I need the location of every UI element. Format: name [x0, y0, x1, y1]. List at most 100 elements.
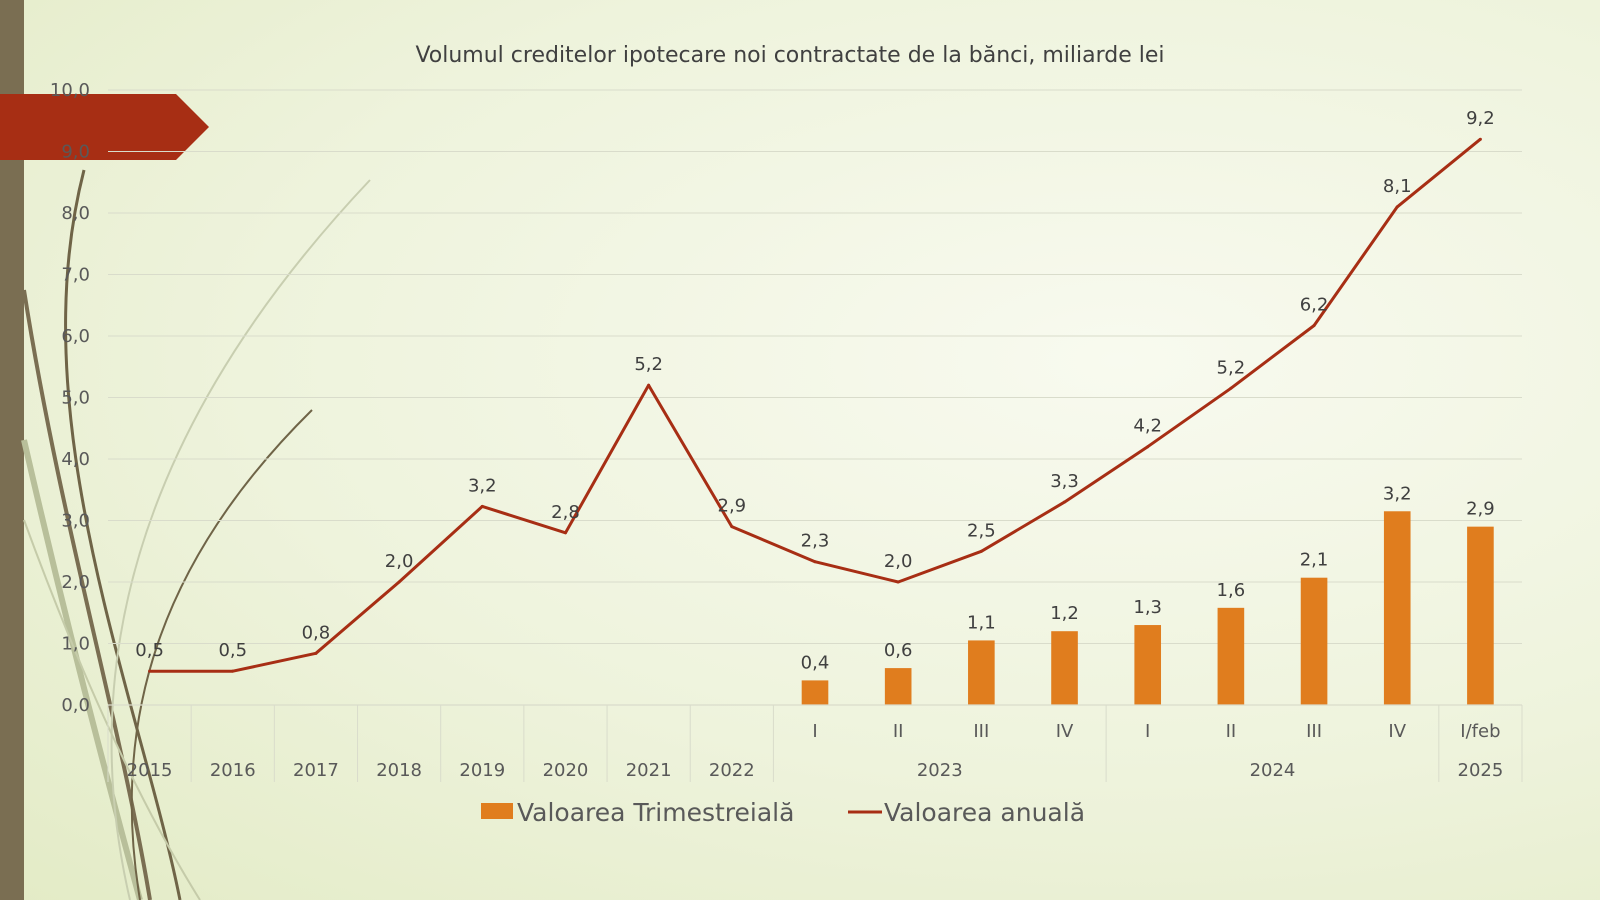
y-tick-label: 9,0	[61, 142, 90, 163]
x-sub-label: III	[1306, 721, 1322, 742]
legend-label-line: Valoarea anuală	[884, 798, 1085, 827]
line-point	[231, 669, 235, 673]
x-year-label: 2018	[376, 760, 422, 781]
y-tick-label: 8,0	[61, 203, 90, 224]
line-data-label: 0,5	[218, 640, 247, 661]
y-tick-label: 10,0	[50, 80, 90, 101]
line-point	[397, 580, 401, 584]
line-point	[148, 669, 152, 673]
x-sub-label: I	[812, 721, 817, 742]
line-data-label: 0,5	[135, 640, 164, 661]
y-tick-label: 6,0	[61, 326, 90, 347]
legend-label-bar: Valoarea Trimestreială	[517, 798, 794, 827]
line-data-label: 2,0	[884, 551, 913, 572]
bar-data-label: 0,6	[884, 640, 913, 661]
arrow-banner-shape	[0, 94, 209, 160]
x-year-label: 2022	[709, 760, 755, 781]
line-data-label: 2,9	[718, 496, 747, 517]
line-point	[1395, 205, 1399, 209]
y-tick-label: 4,0	[61, 449, 90, 470]
y-tick-label: 2,0	[61, 572, 90, 593]
line-point	[730, 525, 734, 529]
bar	[1383, 511, 1411, 705]
y-tick-label: 1,0	[61, 634, 90, 655]
line-point	[1063, 500, 1067, 504]
x-year-label: 2019	[459, 760, 505, 781]
line-data-label: 8,1	[1383, 176, 1412, 197]
line-point	[563, 531, 567, 535]
line-data-label: 2,8	[551, 502, 580, 523]
line-point	[314, 651, 318, 655]
line-point	[813, 560, 817, 564]
line-data-label: 3,2	[468, 475, 497, 496]
line-series	[148, 137, 1482, 673]
line-data-label: 3,3	[1050, 471, 1079, 492]
bar-data-label: 3,2	[1383, 483, 1412, 504]
x-sub-label: I	[1145, 721, 1150, 742]
line-data-label: 2,3	[801, 531, 830, 552]
x-year-label: 2020	[543, 760, 589, 781]
x-sub-label: III	[973, 721, 989, 742]
bar	[1467, 526, 1494, 705]
chart-title: Volumul creditelor ipotecare noi contrac…	[415, 43, 1164, 68]
line-point	[1146, 445, 1150, 449]
legend: Valoarea Trimestreială Valoarea anuală	[481, 798, 1085, 827]
line-data-label: 0,8	[302, 622, 331, 643]
data-labels: 0,4 0,6 1,1 1,2 1,3 1,6 2,1 3,2 2,9 0,5 0,5 0,8 2,0 3…	[135, 108, 1494, 673]
y-axis: 0,0 1,0 2,0 3,0 4,0 5,0 6,0 7,0 8,0 9,0 10,0	[50, 80, 90, 716]
line-data-label: 2,5	[967, 520, 996, 541]
bar-data-label: 0,4	[801, 652, 830, 673]
line-point	[647, 383, 651, 387]
line-data-label: 9,2	[1466, 108, 1495, 129]
bar	[1051, 631, 1078, 705]
bar-series	[801, 511, 1494, 705]
line-point	[1312, 324, 1316, 328]
y-tick-label: 0,0	[61, 695, 90, 716]
x-year-label: 2017	[293, 760, 339, 781]
y-tick-label: 7,0	[61, 265, 90, 286]
line-point	[480, 504, 484, 508]
bar	[1217, 607, 1245, 705]
line-data-label: 5,2	[1217, 357, 1246, 378]
x-year-label: 2015	[127, 760, 173, 781]
line-path	[149, 138, 1482, 673]
y-tick-label: 5,0	[61, 388, 90, 409]
x-year-label: 2025	[1458, 760, 1504, 781]
bar-data-label: 2,1	[1300, 550, 1329, 571]
x-sub-label: II	[1226, 721, 1237, 742]
bar	[968, 640, 995, 705]
line-point	[1229, 386, 1233, 390]
bar-data-label: 1,1	[967, 612, 996, 633]
bar-data-label: 1,3	[1133, 597, 1162, 618]
bar-data-label: 1,6	[1217, 580, 1246, 601]
line-point	[979, 549, 983, 553]
x-year-label: 2024	[1250, 760, 1296, 781]
x-year-label: 2021	[626, 760, 672, 781]
decorative-curve	[22, 289, 152, 900]
bar	[1300, 577, 1328, 705]
decorative-curve	[21, 439, 143, 900]
line-data-label: 5,2	[634, 354, 663, 375]
decorative-curve	[64, 169, 182, 900]
line-point	[1478, 137, 1482, 141]
x-sub-label: IV	[1388, 721, 1406, 742]
x-sub-label: II	[893, 721, 904, 742]
slide-decoration	[0, 0, 371, 900]
bar-data-label: 1,2	[1050, 603, 1079, 624]
x-year-label: 2016	[210, 760, 256, 781]
bar-data-label: 2,9	[1466, 499, 1495, 520]
line-point	[896, 580, 900, 584]
line-data-label: 6,2	[1300, 295, 1329, 316]
x-sub-label: IV	[1056, 721, 1074, 742]
x-year-label: 2023	[917, 760, 963, 781]
decorative-curve	[23, 519, 201, 900]
legend-swatch-bar	[481, 803, 513, 819]
bar	[801, 680, 829, 705]
y-tick-label: 3,0	[61, 511, 90, 532]
bar	[1134, 625, 1162, 705]
line-data-label: 2,0	[385, 551, 414, 572]
decorative-curve	[110, 179, 371, 900]
